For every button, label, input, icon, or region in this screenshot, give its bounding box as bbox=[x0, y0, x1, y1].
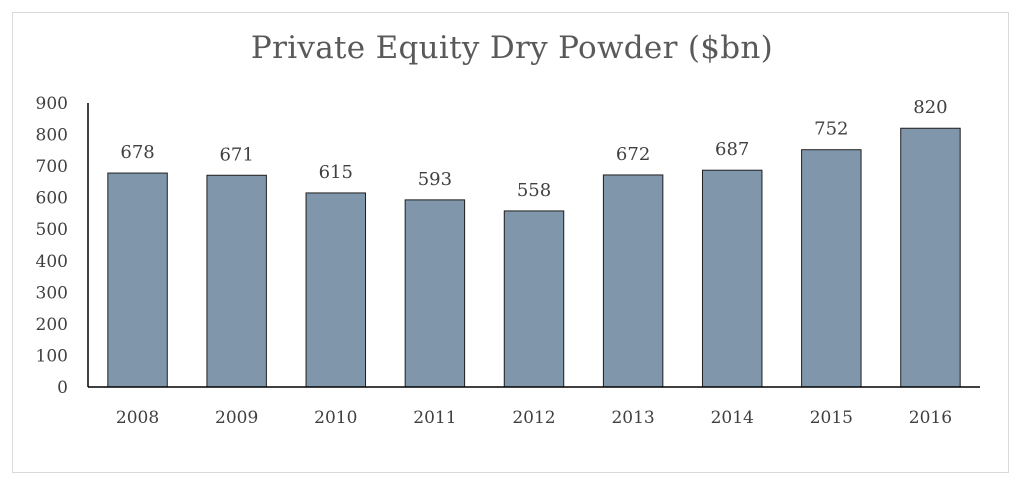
x-tick-label: 2013 bbox=[611, 408, 654, 428]
data-label: 678 bbox=[120, 142, 154, 163]
data-label: 672 bbox=[616, 144, 650, 165]
data-label: 671 bbox=[219, 144, 253, 165]
data-labels-group: 678 671 615 593 558 672 687 752 820 bbox=[120, 97, 947, 201]
bar bbox=[305, 192, 367, 388]
bar bbox=[206, 174, 267, 388]
y-tick-label: 100 bbox=[36, 346, 68, 366]
y-tick-label: 300 bbox=[36, 283, 68, 303]
data-label: 615 bbox=[319, 162, 353, 183]
data-label: 558 bbox=[517, 180, 551, 201]
y-tick-label: 400 bbox=[36, 252, 68, 272]
x-tick-label: 2012 bbox=[512, 408, 555, 428]
x-tick-label: 2008 bbox=[116, 408, 159, 428]
x-tick-label: 2010 bbox=[314, 408, 357, 428]
x-axis-ticks: 2008 2009 2010 2011 2012 2013 2014 2015 2016 bbox=[116, 408, 952, 428]
x-tick-label: 2014 bbox=[711, 408, 754, 428]
y-axis-ticks: 0 100 200 300 400 500 600 700 800 900 bbox=[36, 94, 68, 398]
x-tick-label: 2009 bbox=[215, 408, 258, 428]
y-tick-label: 700 bbox=[36, 157, 68, 177]
data-label: 752 bbox=[814, 119, 848, 140]
y-tick-label: 500 bbox=[36, 220, 68, 240]
bar bbox=[900, 127, 961, 388]
bar bbox=[404, 199, 466, 388]
y-tick-label: 800 bbox=[36, 126, 68, 146]
x-tick-label: 2015 bbox=[810, 408, 853, 428]
data-label: 593 bbox=[418, 169, 452, 190]
chart-title: Private Equity Dry Powder ($bn) bbox=[250, 30, 774, 66]
bar bbox=[503, 210, 565, 388]
y-tick-label: 200 bbox=[36, 315, 68, 335]
bars-group bbox=[107, 127, 961, 388]
y-tick-label: 600 bbox=[36, 189, 68, 209]
x-tick-label: 2011 bbox=[413, 408, 456, 428]
data-label: 687 bbox=[715, 139, 749, 160]
y-tick-label: 900 bbox=[36, 94, 68, 114]
y-tick-label: 0 bbox=[57, 378, 68, 398]
data-label: 820 bbox=[913, 97, 947, 118]
bar bbox=[602, 174, 664, 388]
x-tick-label: 2016 bbox=[909, 408, 952, 428]
bar bbox=[701, 169, 763, 388]
bar bbox=[107, 172, 168, 388]
bar bbox=[801, 149, 862, 388]
